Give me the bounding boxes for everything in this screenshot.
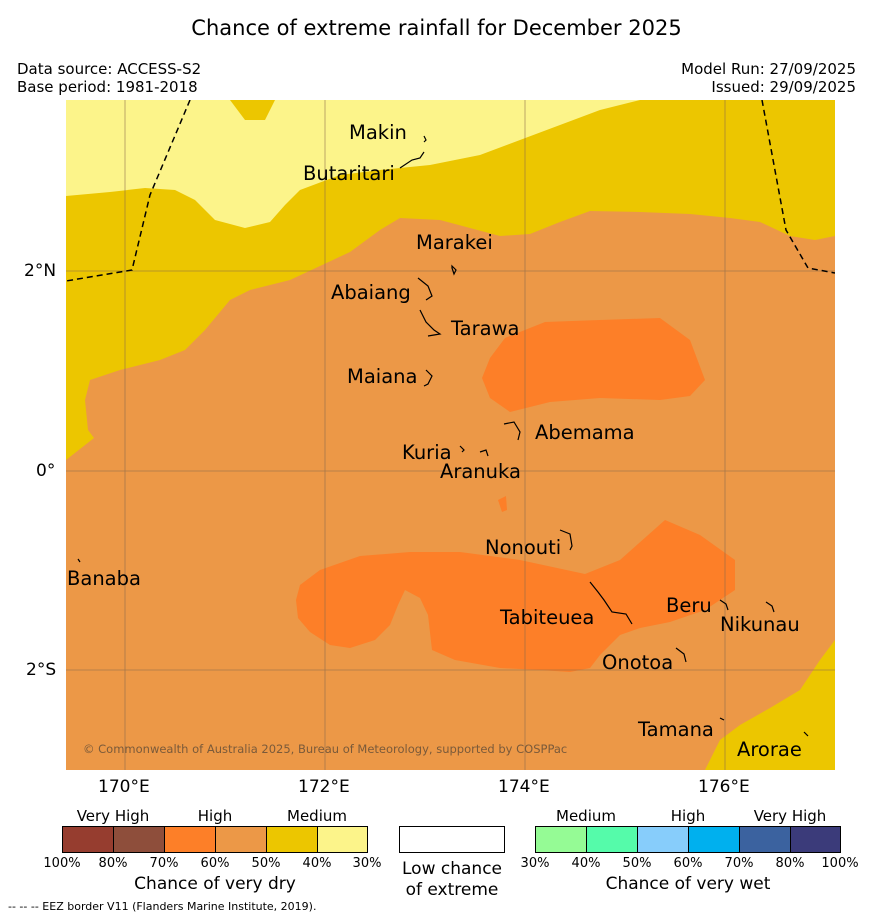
- eez-footnote: -- -- -- EEZ border V11 (Flanders Marine…: [8, 900, 317, 913]
- legend-wet-high: High: [670, 807, 706, 825]
- swatch-wet-80-100: [790, 826, 841, 853]
- label-onotoa: Onotoa: [602, 651, 674, 674]
- wet-tick: 50%: [622, 856, 652, 871]
- wet-tick: 30%: [520, 856, 550, 871]
- legend-wet-medium: Medium: [556, 807, 616, 825]
- x-tick-174e: 174°E: [498, 777, 550, 797]
- label-banaba: Banaba: [67, 567, 141, 590]
- label-nonouti: Nonouti: [485, 536, 562, 559]
- legend-dry-high: High: [197, 807, 233, 825]
- model-run: Model Run: 27/09/2025: [681, 60, 856, 78]
- swatch-dry-50-40: [266, 826, 318, 853]
- label-arorae: Arorae: [737, 738, 802, 761]
- light-dry-region: [66, 100, 640, 228]
- swatch-dry-80-70: [113, 826, 165, 853]
- wet-tick: 40%: [571, 856, 601, 871]
- swatch-dry-70-60: [164, 826, 216, 853]
- wet-tick: 80%: [775, 856, 805, 871]
- y-tick-0: 0°: [36, 461, 56, 481]
- swatch-wet-50-60: [637, 826, 689, 853]
- swatch-dry-40-30: [317, 826, 368, 853]
- swatch-low-chance: [399, 826, 505, 853]
- dry-tick: 50%: [251, 856, 281, 871]
- label-marakei: Marakei: [416, 231, 493, 254]
- medium-dry-region-bottom: [705, 640, 835, 770]
- high-dry-spot: [498, 496, 507, 512]
- dry-tick: 80%: [98, 856, 128, 871]
- dry-tick: 100%: [43, 856, 81, 871]
- issued-date: Issued: 29/09/2025: [711, 78, 856, 96]
- swatch-wet-60-70: [688, 826, 740, 853]
- label-kuria: Kuria: [402, 441, 452, 464]
- label-abemama: Abemama: [535, 421, 635, 444]
- high-dry-core-south: [296, 520, 735, 672]
- label-nikunau: Nikunau: [720, 613, 800, 636]
- copyright-notice: © Commonwealth of Australia 2025, Bureau…: [83, 742, 568, 756]
- legend-wet-title: Chance of very wet: [605, 874, 771, 894]
- dry-tick: 60%: [200, 856, 230, 871]
- wet-tick: 100%: [821, 856, 859, 871]
- base-period: Base period: 1981-2018: [17, 78, 198, 96]
- legend-dry-medium: Medium: [287, 807, 347, 825]
- legend-dry-very-high: Very High: [76, 807, 150, 825]
- label-tarawa: Tarawa: [451, 317, 520, 340]
- label-tabiteuea: Tabiteuea: [500, 606, 595, 629]
- x-tick-170e: 170°E: [98, 777, 150, 797]
- label-aranuka: Aranuka: [440, 460, 521, 483]
- legend-wet-very-high: Very High: [753, 807, 827, 825]
- dry-tick: 30%: [352, 856, 382, 871]
- x-tick-172e: 172°E: [298, 777, 350, 797]
- dry-tick: 70%: [149, 856, 179, 871]
- label-tamana: Tamana: [638, 718, 714, 741]
- label-abaiang: Abaiang: [331, 281, 411, 304]
- swatch-dry-60-50: [215, 826, 267, 853]
- wet-tick: 60%: [673, 856, 703, 871]
- y-tick-2s: 2°S: [26, 660, 57, 680]
- wet-tick: 70%: [724, 856, 754, 871]
- dry-tick: 40%: [302, 856, 332, 871]
- legend-low-line1: Low chance: [402, 859, 502, 879]
- swatch-wet-40-50: [586, 826, 638, 853]
- high-dry-core-north: [482, 318, 705, 412]
- legend-low-line2: of extreme: [405, 880, 499, 900]
- swatch-dry-100-80: [62, 826, 114, 853]
- label-butaritari: Butaritari: [303, 162, 395, 185]
- x-tick-176e: 176°E: [698, 777, 750, 797]
- graticule: [66, 100, 835, 770]
- eez-border: [66, 100, 835, 282]
- map-title: Chance of extreme rainfall for December …: [191, 16, 682, 40]
- label-makin: Makin: [349, 121, 407, 144]
- data-source: Data source: ACCESS-S2: [17, 60, 202, 78]
- legend-dry-title: Chance of very dry: [134, 874, 296, 894]
- y-tick-2n: 2°N: [24, 261, 57, 281]
- label-maiana: Maiana: [347, 365, 418, 388]
- label-beru: Beru: [666, 594, 712, 617]
- islands: [77, 135, 809, 737]
- swatch-wet-70-80: [739, 826, 791, 853]
- swatch-wet-30-40: [535, 826, 587, 853]
